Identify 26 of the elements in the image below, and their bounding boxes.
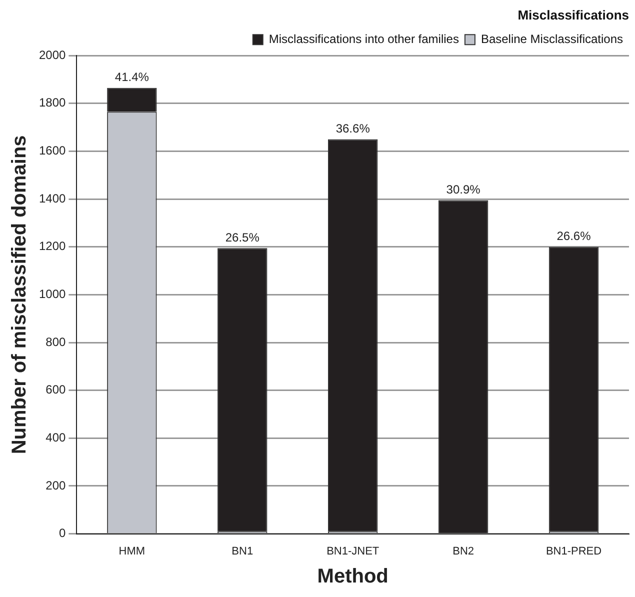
y-tick-label: 200 (46, 478, 66, 492)
annotation: 41.4% (114, 70, 150, 84)
x-tick-label: BN1-PRED (546, 545, 602, 558)
y-tick-label: 1000 (38, 287, 66, 302)
annotation: 26.6% (556, 229, 592, 244)
annotation: 26.5% (225, 230, 260, 244)
x-tick-label: BN1 (232, 545, 254, 558)
y-tick-label: 600 (46, 382, 66, 397)
x-tick-label: HMM (118, 545, 146, 558)
x-tick-label: BN1-JNET (326, 545, 380, 558)
annotation: 30.9% (446, 182, 481, 197)
y-axis-title: Number of misclassified domains (8, 135, 31, 454)
y-tick-label: 1800 (38, 96, 66, 110)
y-tick-label: 0 (59, 526, 66, 540)
annotation: 36.6% (336, 122, 370, 136)
y-tick-label: 2000 (38, 48, 66, 62)
x-axis-title: Method (317, 566, 388, 588)
legend-label: Misclassifications into other families (268, 32, 459, 46)
y-tick-label: 1200 (38, 239, 66, 254)
y-tick-label: 400 (46, 430, 66, 444)
y-tick-label: 1400 (38, 191, 66, 206)
y-tick-label: 800 (46, 334, 66, 349)
chart-title: Misclassifications (518, 7, 629, 22)
legend-label: Baseline Misclassifications (480, 32, 624, 46)
y-tick-label: 1600 (38, 144, 66, 158)
x-tick-label: BN2 (452, 545, 474, 558)
